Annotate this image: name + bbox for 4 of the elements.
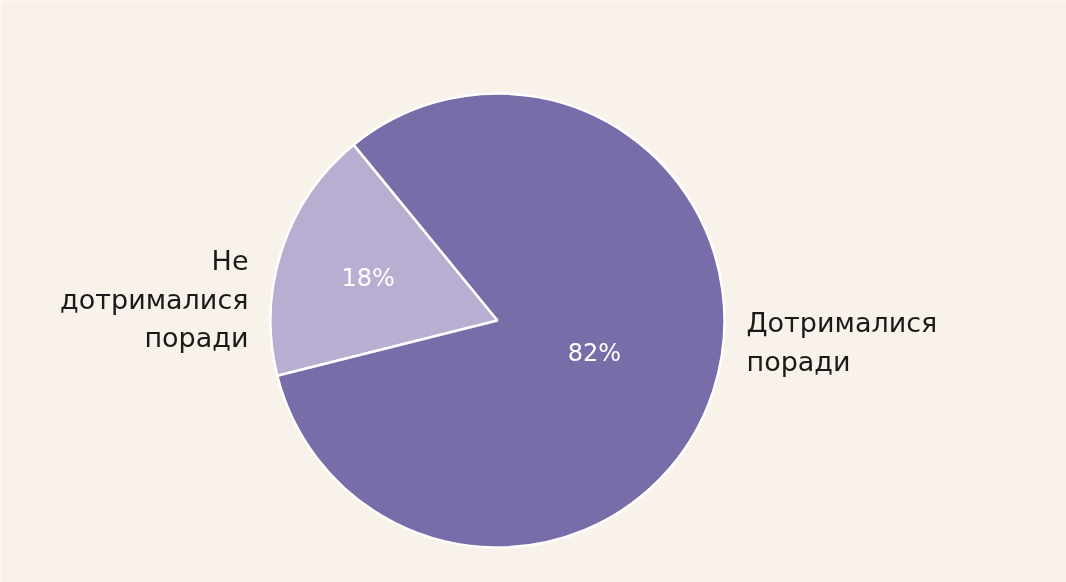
slice-label: Дотрималися поради [746, 307, 938, 377]
slice-label: Не дотрималися поради [60, 244, 249, 354]
data-label: 82% [567, 338, 622, 367]
data-label: 18% [341, 263, 395, 292]
